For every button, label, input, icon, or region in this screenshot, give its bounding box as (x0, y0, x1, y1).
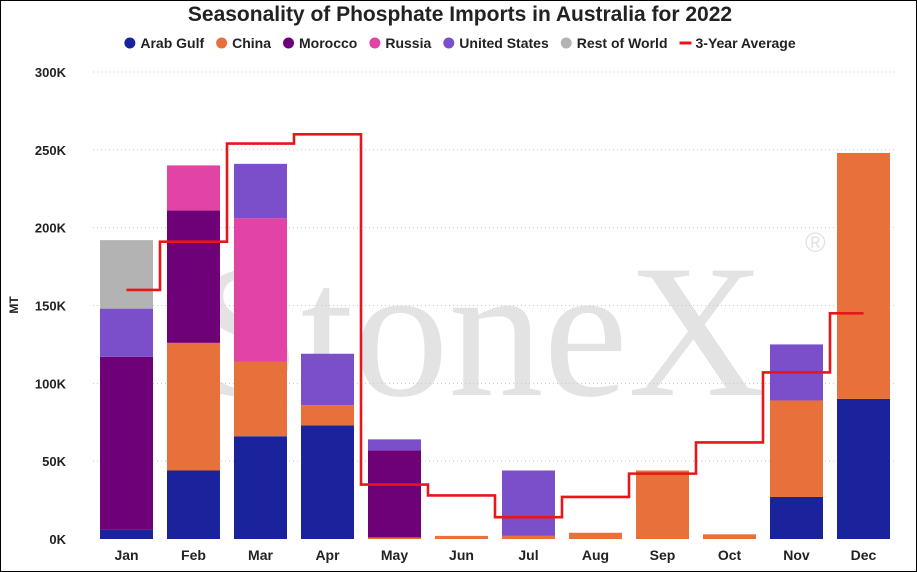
x-axis: Jan Feb Mar Apr May Jun Jul Aug Sep Oct Nov Dec (114, 547, 876, 563)
legend-marker (443, 37, 455, 49)
legend-item-arab-gulf: Arab Gulf (124, 35, 204, 51)
y-tick-label: 300K (35, 65, 67, 80)
bar-united-states-mar (234, 163, 287, 219)
legend: Arab Gulf China Morocco Russia United States… (124, 35, 796, 51)
legend-item-russia: Russia (369, 35, 431, 51)
legend-marker (560, 37, 572, 49)
y-tick-label: 150K (35, 299, 67, 314)
legend-label: United States (459, 35, 549, 51)
bar-arab-gulf-nov (770, 496, 823, 539)
y-tick-label: 50K (42, 454, 66, 469)
three-year-average-line (126, 132, 864, 519)
watermark-text: StoneX (195, 227, 765, 437)
legend-marker (679, 41, 692, 45)
legend-label: Morocco (299, 35, 357, 51)
legend-marker (216, 37, 228, 49)
y-tick-label: 0K (49, 532, 66, 547)
bar-china-jun (435, 535, 488, 539)
legend-item-rest-of-world: Rest of World (560, 35, 668, 51)
bar-arab-gulf-apr (301, 425, 354, 539)
bar-united-states-apr (301, 353, 354, 406)
legend-label: Russia (385, 35, 431, 51)
bars (100, 152, 890, 539)
bar-china-mar (234, 361, 287, 437)
bar-united-states-jan (100, 308, 153, 357)
bar-morocco-jan (100, 356, 153, 530)
legend-item-3-year-average: 3-Year Average (679, 35, 796, 51)
bar-arab-gulf-jan (100, 529, 153, 539)
x-tick-label: Aug (582, 547, 609, 563)
x-tick-label: Jul (518, 547, 538, 563)
y-tick-label: 250K (35, 143, 67, 158)
bar-china-may (368, 537, 421, 539)
legend-marker (369, 37, 381, 49)
bar-rest-of-world-jan (100, 240, 153, 309)
chart-title: Seasonality of Phosphate Imports in Aust… (188, 3, 732, 26)
y-tick-label: 100K (35, 376, 67, 391)
line-3-year-average (126, 132, 864, 519)
y-axis-label: MT (7, 296, 21, 314)
x-tick-label: Sep (650, 547, 676, 563)
x-tick-label: Dec (851, 547, 877, 563)
x-tick-label: Jun (449, 547, 474, 563)
x-tick-label: Oct (718, 547, 742, 563)
bar-china-sep (636, 470, 689, 539)
bar-china-jul (502, 535, 555, 539)
x-tick-label: May (381, 547, 408, 563)
bar-china-nov (770, 400, 823, 497)
watermark-registered-mark: ® (805, 227, 826, 258)
x-tick-label: Jan (114, 547, 138, 563)
legend-label: Rest of World (577, 35, 668, 51)
bar-china-apr (301, 405, 354, 426)
bar-russia-feb (167, 165, 220, 211)
bar-united-states-jul (502, 470, 555, 536)
stonex-watermark-logo: StoneX ® (195, 227, 826, 437)
y-axis: 0K 50K 100K 150K 200K 250K 300K (35, 65, 67, 547)
bar-china-dec (837, 152, 890, 399)
legend-label: 3-Year Average (696, 35, 796, 51)
bar-morocco-feb (167, 210, 220, 343)
legend-label: China (232, 35, 271, 51)
y-tick-label: 200K (35, 221, 67, 236)
legend-item-morocco: Morocco (283, 35, 357, 51)
bar-morocco-may (368, 450, 421, 538)
bar-china-oct (703, 534, 756, 539)
bar-china-aug (569, 532, 622, 539)
legend-label: Arab Gulf (140, 35, 204, 51)
legend-item-china: China (216, 35, 271, 51)
x-tick-label: Apr (315, 547, 340, 563)
bar-china-feb (167, 342, 220, 471)
x-tick-label: Nov (783, 547, 810, 563)
legend-marker (124, 37, 136, 49)
legend-marker (283, 37, 295, 49)
x-tick-label: Feb (181, 547, 206, 563)
bar-united-states-may (368, 439, 421, 451)
x-tick-label: Mar (248, 547, 273, 563)
legend-item-united-states: United States (443, 35, 549, 51)
bar-russia-mar (234, 218, 287, 362)
bar-arab-gulf-dec (837, 398, 890, 539)
bar-arab-gulf-feb (167, 470, 220, 539)
bar-arab-gulf-mar (234, 436, 287, 539)
